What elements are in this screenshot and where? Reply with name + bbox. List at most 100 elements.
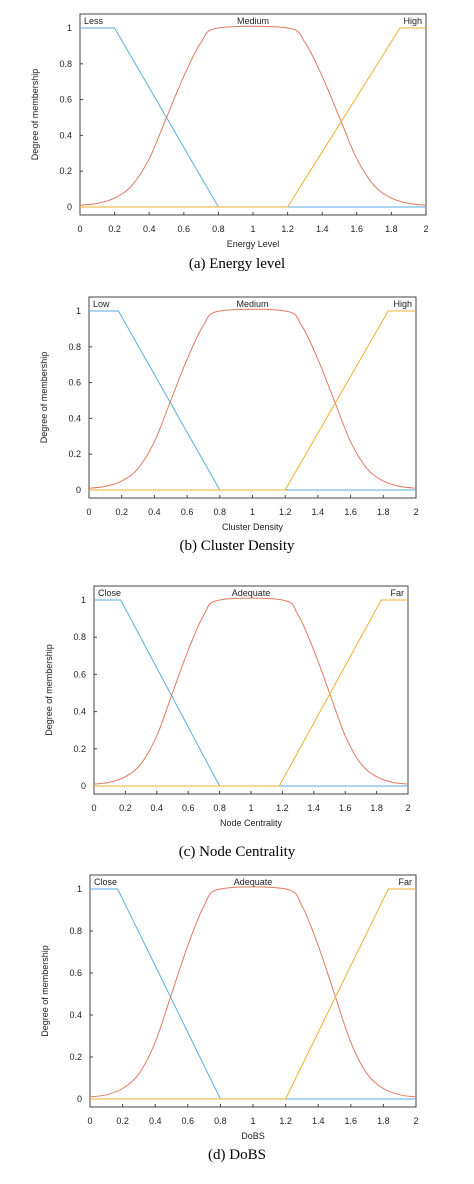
figure-caption: (b) Cluster Density [179, 538, 295, 554]
y-tick-label: 0.6 [59, 95, 72, 105]
x-tick-label: 0.8 [213, 803, 226, 813]
series-line-far [90, 888, 416, 1100]
series-label-low: Low [93, 299, 110, 309]
y-tick-label: 0.4 [69, 1010, 82, 1020]
figure-caption: (a) Energy level [188, 256, 286, 272]
x-tick-label: 1.2 [281, 224, 294, 234]
x-tick-label: 1.2 [276, 803, 289, 813]
y-tick-label: 0 [81, 781, 86, 791]
chart-svg: 0 0.2 0.4 0.6 0.8 1 1.2 1.4 1.6 1.8 2 0 0.2 0.4 0.6 0.8… [44, 585, 411, 828]
chart-panel: 0 0.2 0.4 0.6 0.8 1 1.2 1.4 1.6 1.8 2 0 0.2 0.4 0.6 0.8… [0, 585, 474, 882]
x-tick-label: 1.6 [339, 803, 352, 813]
x-tick-label: 0.2 [119, 803, 132, 813]
series-label-medium: Medium [236, 299, 268, 309]
chart-panel: 0 0.2 0.4 0.6 0.8 1 1.2 1.4 1.6 1.8 2 0 0.2 0.4 0.6 0.8… [0, 874, 474, 1175]
x-tick-label: 1.2 [279, 507, 292, 517]
series-label-less: Less [84, 16, 104, 26]
y-tick-label: 0 [76, 485, 81, 495]
chart-svg: 0 0.2 0.4 0.6 0.8 1 1.2 1.4 1.6 1.8 2 0 0.2 0.4 0.6 0.8… [30, 13, 429, 249]
x-tick-label: 0.2 [108, 224, 121, 234]
chart-panel: 0 0.2 0.4 0.6 0.8 1 1.2 1.4 1.6 1.8 2 0 0.2 0.4 0.6 0.8… [0, 0, 474, 296]
series-label-adequate: Adequate [234, 877, 273, 887]
y-tick-label: 0.4 [73, 707, 86, 717]
y-tick-label: 0.2 [68, 449, 81, 459]
x-tick-label: 0.4 [151, 803, 164, 813]
axes-frame [89, 874, 417, 1108]
x-tick-label: 1.8 [385, 224, 398, 234]
x-tick-label: 1.4 [316, 224, 329, 234]
y-tick-label: 0.6 [68, 378, 81, 388]
series-line-medium [79, 25, 427, 206]
x-tick-label: 0.2 [115, 507, 128, 517]
y-tick-label: 0.8 [59, 59, 72, 69]
x-tick-label: 0 [86, 507, 91, 517]
series-label-adequate: Adequate [232, 588, 271, 598]
series-label-close: Close [98, 588, 121, 598]
series-label-close: Close [94, 877, 117, 887]
y-tick-label: 0.8 [73, 632, 86, 642]
y-tick-label: 1 [81, 595, 86, 605]
x-tick-label: 1.6 [345, 1116, 358, 1126]
x-tick-label: 1.8 [377, 507, 390, 517]
axes-frame [93, 585, 409, 795]
y-tick-label: 0.8 [69, 926, 82, 936]
y-tick-label: 0.4 [59, 130, 72, 140]
figure-caption: (c) Node Centrality [178, 844, 296, 860]
series-label-far: Far [399, 877, 413, 887]
x-tick-label: 1 [250, 1116, 255, 1126]
x-tick-label: 1.4 [308, 803, 321, 813]
y-tick-label: 0.2 [73, 744, 86, 754]
x-tick-label: 0.2 [116, 1116, 129, 1126]
y-tick-label: 1 [77, 884, 82, 894]
x-tick-label: 2 [423, 224, 428, 234]
series-label-medium: Medium [237, 16, 269, 26]
x-tick-label: 0.8 [212, 224, 225, 234]
series-label-high: High [403, 16, 422, 26]
x-tick-label: 1.6 [351, 224, 364, 234]
x-tick-label: 0 [91, 803, 96, 813]
x-tick-label: 0.4 [143, 224, 156, 234]
x-tick-label: 0.8 [214, 507, 227, 517]
x-tick-label: 1 [248, 803, 253, 813]
chart-svg: 0 0.2 0.4 0.6 0.8 1 1.2 1.4 1.6 1.8 2 0 0.2 0.4 0.6 0.8… [40, 874, 419, 1141]
series-line-high [80, 27, 426, 208]
x-tick-label: 1.4 [312, 507, 325, 517]
x-tick-label: 0.8 [214, 1116, 227, 1126]
x-tick-label: 0 [77, 224, 82, 234]
y-tick-label: 0.2 [59, 166, 72, 176]
x-tick-label: 0 [87, 1116, 92, 1126]
series-line-high [89, 310, 416, 491]
series-line-adequate [93, 597, 409, 785]
x-tick-label: 0.4 [148, 507, 161, 517]
x-axis-label: Node Centrality [220, 818, 283, 828]
y-tick-label: 0.4 [68, 413, 81, 423]
y-axis-label: Degree of membership [39, 352, 49, 444]
x-axis-label: Cluster Density [222, 522, 284, 532]
figure-caption: (d) DoBS [208, 1147, 266, 1163]
x-tick-label: 2 [405, 803, 410, 813]
x-tick-label: 1 [250, 507, 255, 517]
y-tick-label: 0.6 [69, 968, 82, 978]
y-tick-label: 0.8 [68, 342, 81, 352]
chart-panel: 0 0.2 0.4 0.6 0.8 1 1.2 1.4 1.6 1.8 2 0 0.2 0.4 0.6 0.8… [0, 293, 474, 589]
x-tick-label: 2 [413, 507, 418, 517]
y-axis-label: Degree of membership [44, 644, 54, 736]
series-line-low [89, 310, 416, 491]
x-tick-label: 1.6 [344, 507, 357, 517]
x-tick-label: 1.8 [377, 1116, 390, 1126]
y-tick-label: 0.6 [73, 669, 86, 679]
y-tick-label: 0.2 [69, 1052, 82, 1062]
x-axis-label: DoBS [241, 1131, 265, 1141]
series-line-medium [88, 308, 417, 489]
chart-svg: 0 0.2 0.4 0.6 0.8 1 1.2 1.4 1.6 1.8 2 0 0.2 0.4 0.6 0.8… [39, 296, 419, 532]
x-tick-label: 1 [250, 224, 255, 234]
y-axis-label: Degree of membership [30, 69, 40, 161]
x-axis-label: Energy Level [227, 239, 280, 249]
x-tick-label: 0.6 [182, 1116, 195, 1126]
series-label-high: High [393, 299, 412, 309]
series-line-far [94, 599, 408, 787]
series-line-close [90, 888, 416, 1100]
y-tick-label: 0 [67, 202, 72, 212]
series-line-less [80, 27, 426, 208]
y-tick-label: 1 [67, 23, 72, 33]
